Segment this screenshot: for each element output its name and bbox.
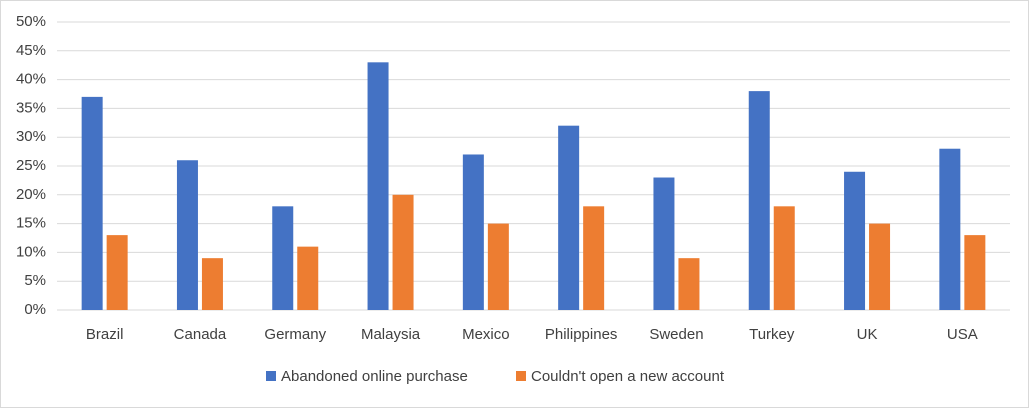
- bar: [558, 125, 580, 311]
- x-tick-label: Philippines: [545, 326, 618, 343]
- bar: [392, 194, 414, 310]
- x-tick-label: Sweden: [649, 326, 703, 343]
- y-tick-label: 5%: [24, 272, 46, 289]
- bar: [462, 154, 484, 310]
- x-tick-label: Turkey: [749, 326, 795, 343]
- legend-swatch: [266, 371, 276, 381]
- y-tick-label: 40%: [16, 71, 46, 88]
- y-tick-label: 35%: [16, 99, 46, 116]
- y-tick-label: 45%: [16, 42, 46, 59]
- x-tick-label: USA: [947, 326, 978, 343]
- bar: [106, 235, 128, 310]
- bar: [272, 206, 294, 310]
- bar: [653, 177, 675, 310]
- bar: [487, 223, 509, 310]
- bar: [583, 206, 605, 310]
- bar: [297, 246, 319, 310]
- bar: [964, 235, 986, 310]
- legend-label: Abandoned online purchase: [281, 368, 468, 385]
- x-tick-label: Brazil: [86, 326, 124, 343]
- y-tick-label: 50%: [16, 13, 46, 30]
- x-tick-label: Malaysia: [361, 326, 421, 343]
- bar: [869, 223, 891, 310]
- bar: [367, 62, 389, 310]
- bar: [748, 91, 770, 311]
- y-tick-label: 30%: [16, 128, 46, 145]
- x-tick-label: UK: [857, 326, 878, 343]
- legend-swatch: [516, 371, 526, 381]
- legend-label: Couldn't open a new account: [531, 368, 725, 385]
- y-tick-label: 15%: [16, 215, 46, 232]
- bar: [939, 148, 961, 310]
- bar: [844, 171, 866, 310]
- y-tick-label: 0%: [24, 301, 46, 318]
- y-tick-label: 20%: [16, 186, 46, 203]
- y-tick-label: 25%: [16, 157, 46, 174]
- bar: [678, 258, 700, 310]
- x-tick-label: Mexico: [462, 326, 510, 343]
- bar: [176, 160, 198, 310]
- x-tick-label: Germany: [264, 326, 326, 343]
- y-tick-label: 10%: [16, 243, 46, 260]
- bar: [773, 206, 795, 310]
- bar: [201, 258, 223, 310]
- x-tick-label: Canada: [174, 326, 227, 343]
- bar: [81, 96, 103, 310]
